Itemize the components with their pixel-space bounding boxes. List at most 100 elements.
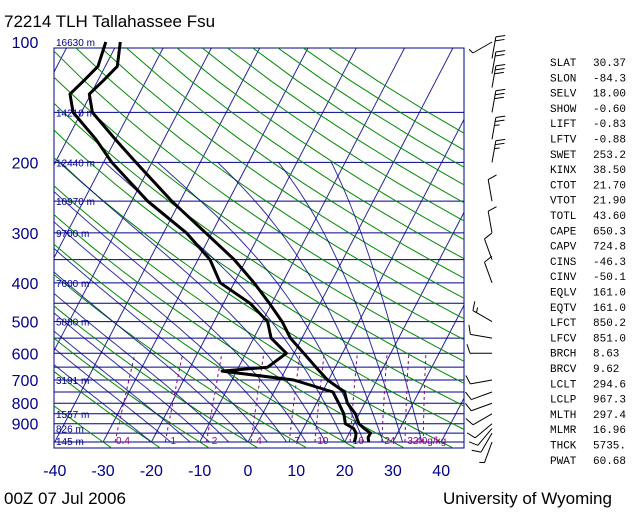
index-name: LFCT — [550, 318, 577, 330]
wind-barb-staff — [477, 428, 493, 446]
wind-barb-flag — [466, 344, 471, 354]
dry-adiabat-line — [54, 156, 464, 430]
index-value: 16.96 — [593, 425, 626, 437]
height-label: 10970 m — [56, 197, 95, 208]
index-value: 21.70 — [593, 180, 626, 192]
wind-barb-flag — [465, 375, 471, 385]
wind-barb-staff — [470, 379, 493, 385]
isotherm-line — [199, 48, 406, 443]
mixing-ratio-label: 7 — [295, 436, 301, 447]
index-name: VTOT — [550, 196, 577, 208]
wind-barb-flag — [487, 206, 497, 212]
index-value: 9.62 — [593, 364, 619, 376]
mixing-ratio-label: 0.4 — [116, 436, 130, 447]
pressure-tick-label: 700 — [12, 373, 39, 390]
wind-barb-staff — [484, 238, 493, 260]
isotherm-line — [54, 48, 164, 259]
temperature-profile — [87, 41, 372, 443]
wind-barb — [487, 174, 497, 202]
wind-barb-half-flag — [494, 124, 500, 126]
index-name: SELV — [550, 89, 577, 101]
index-name: CTOT — [550, 180, 577, 192]
height-label: 826 m — [56, 425, 84, 436]
wind-barb-flag — [465, 391, 472, 400]
index-value: 297.4 — [593, 410, 626, 422]
height-label: 9700 m — [56, 229, 89, 240]
index-value: -0.83 — [593, 119, 626, 131]
dry-adiabat-line — [176, 48, 464, 241]
moist-adiabat-line — [330, 162, 423, 443]
wind-barb — [465, 413, 493, 426]
temperature-tick-label: 40 — [432, 463, 450, 480]
index-name: EQTV — [550, 303, 577, 315]
mixing-ratio-line — [250, 353, 265, 443]
index-name: LFTV — [550, 135, 577, 147]
index-name: LCLT — [550, 379, 577, 391]
index-value: -46.3 — [593, 257, 626, 269]
dry-adiabat-line — [54, 76, 464, 362]
index-value: 43.60 — [593, 211, 626, 223]
index-name: THCK — [550, 441, 577, 453]
wind-barb — [491, 50, 506, 74]
moist-adiabat-line — [278, 162, 404, 443]
height-label: 7600 m — [56, 279, 89, 290]
dry-adiabat-line — [54, 185, 455, 448]
index-name: KINX — [550, 165, 577, 177]
index-name: SWET — [550, 150, 577, 162]
height-label: 1557 m — [56, 410, 89, 421]
index-name: CAPE — [550, 226, 577, 238]
mixing-ratio-line — [381, 353, 388, 443]
pressure-tick-label: 400 — [12, 276, 39, 293]
index-value: 161.0 — [593, 303, 626, 315]
wind-barb-staff — [471, 402, 493, 412]
dry-adiabat-line — [150, 48, 464, 260]
wind-barb-staff — [471, 391, 493, 401]
mixing-ratio-line — [349, 353, 358, 443]
wind-barb — [479, 441, 493, 464]
wind-barb-flag — [472, 301, 476, 311]
index-name: LIFT — [550, 119, 577, 131]
moist-adiabat-line — [217, 162, 384, 443]
dry-adiabat-line — [327, 48, 464, 134]
isotherm-line — [150, 48, 357, 443]
mixing-ratio-line — [164, 353, 184, 443]
temperature-tick-label: -40 — [43, 463, 66, 480]
pressure-tick-label: 500 — [12, 315, 39, 332]
index-value: 38.50 — [593, 165, 626, 177]
dry-adiabat-line — [54, 273, 308, 448]
isotherm-line — [295, 118, 464, 443]
mixing-ratio-label: 1 — [171, 436, 177, 447]
index-value: -50.1 — [593, 272, 626, 284]
temperature-tick-label: 20 — [336, 463, 354, 480]
pressure-tick-label: 300 — [12, 226, 39, 243]
isotherm-line — [102, 48, 309, 443]
dry-adiabat-line — [251, 48, 464, 186]
wind-barb-flag — [468, 324, 471, 335]
mixing-ratio-line — [114, 353, 136, 443]
temperature-tick-label: 0 — [244, 463, 253, 480]
wind-barb — [491, 138, 506, 163]
temperature-tick-label: -30 — [92, 463, 115, 480]
wind-barb — [471, 432, 493, 453]
wind-barb-flag — [495, 38, 505, 42]
isotherm-line — [54, 48, 116, 166]
wind-barb-staff — [470, 333, 493, 339]
moist-adiabat-line — [54, 221, 288, 443]
index-name: BRCH — [550, 349, 576, 361]
chart-title: 72214 TLH Tallahassee Fsu — [4, 12, 216, 31]
height-label: 145 m — [56, 437, 84, 448]
index-value: 8.63 — [593, 349, 619, 361]
pressure-tick-label: 600 — [12, 346, 39, 363]
wind-barb — [484, 232, 493, 260]
index-value: 5735. — [593, 441, 626, 453]
isotherm-line — [54, 48, 261, 443]
wind-barb — [491, 115, 506, 140]
temperature-tick-label: 10 — [287, 463, 305, 480]
index-value: 18.00 — [593, 89, 626, 101]
wind-barb-flag — [495, 138, 506, 142]
dry-adiabat-line — [75, 48, 464, 320]
height-label: 16630 m — [56, 38, 95, 49]
wind-barb — [484, 255, 493, 283]
wind-barb-flag — [484, 232, 493, 240]
